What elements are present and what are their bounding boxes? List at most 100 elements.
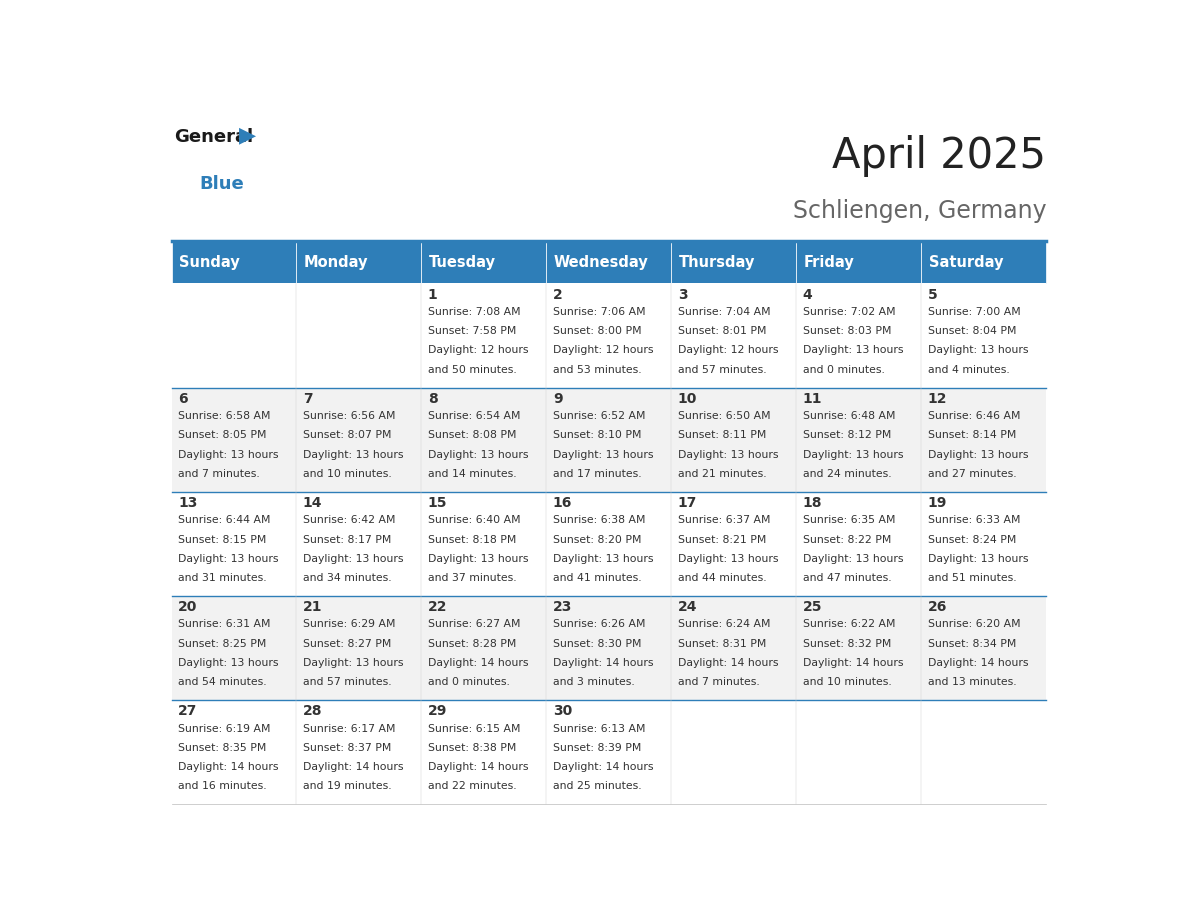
Text: and 53 minutes.: and 53 minutes. [552,364,642,375]
Text: and 24 minutes.: and 24 minutes. [803,469,891,479]
Text: Sunrise: 6:50 AM: Sunrise: 6:50 AM [678,411,770,421]
Text: Daylight: 12 hours: Daylight: 12 hours [552,345,653,355]
Text: Sunday: Sunday [179,254,240,270]
Bar [546,700,671,804]
Bar [921,596,1047,700]
Text: Sunset: 8:20 PM: Sunset: 8:20 PM [552,534,642,544]
Text: Monday: Monday [304,254,368,270]
Text: Tuesday: Tuesday [429,254,495,270]
Text: Sunrise: 6:38 AM: Sunrise: 6:38 AM [552,515,645,525]
Bar [297,492,422,596]
Text: 22: 22 [428,600,448,614]
Text: Daylight: 14 hours: Daylight: 14 hours [552,762,653,772]
Bar [422,492,546,596]
Text: Friday: Friday [803,254,854,270]
Text: 19: 19 [928,496,947,510]
Text: Daylight: 14 hours: Daylight: 14 hours [428,658,529,668]
Text: Sunrise: 7:08 AM: Sunrise: 7:08 AM [428,307,520,317]
Text: April 2025: April 2025 [832,135,1047,177]
Text: 25: 25 [803,600,822,614]
Text: 7: 7 [303,392,312,406]
Text: 3: 3 [678,287,688,302]
Text: 23: 23 [552,600,573,614]
Text: 20: 20 [178,600,197,614]
Text: Sunrise: 6:13 AM: Sunrise: 6:13 AM [552,723,645,733]
Text: and 54 minutes.: and 54 minutes. [178,677,266,688]
Text: Daylight: 13 hours: Daylight: 13 hours [552,554,653,564]
Text: Sunset: 8:11 PM: Sunset: 8:11 PM [678,431,766,441]
Text: 14: 14 [303,496,322,510]
Text: Sunrise: 7:04 AM: Sunrise: 7:04 AM [678,307,770,317]
Text: and 51 minutes.: and 51 minutes. [928,573,1016,583]
Text: Sunrise: 6:42 AM: Sunrise: 6:42 AM [303,515,396,525]
Text: Daylight: 13 hours: Daylight: 13 hours [803,554,903,564]
Text: 29: 29 [428,704,447,719]
Text: and 13 minutes.: and 13 minutes. [928,677,1016,688]
Bar [297,700,422,804]
Text: Sunset: 8:00 PM: Sunset: 8:00 PM [552,326,642,336]
Text: Daylight: 12 hours: Daylight: 12 hours [678,345,778,355]
Bar [546,596,671,700]
Text: Saturday: Saturday [929,254,1003,270]
Text: and 16 minutes.: and 16 minutes. [178,781,266,791]
Text: and 34 minutes.: and 34 minutes. [303,573,392,583]
Text: and 19 minutes.: and 19 minutes. [303,781,392,791]
Text: Sunrise: 6:31 AM: Sunrise: 6:31 AM [178,620,271,630]
Text: and 10 minutes.: and 10 minutes. [803,677,891,688]
Bar [671,387,796,492]
Text: and 57 minutes.: and 57 minutes. [678,364,766,375]
Bar [921,284,1047,387]
Text: Sunrise: 6:54 AM: Sunrise: 6:54 AM [428,411,520,421]
Text: Sunrise: 6:24 AM: Sunrise: 6:24 AM [678,620,770,630]
Bar [921,492,1047,596]
Bar [921,387,1047,492]
Text: Sunset: 8:35 PM: Sunset: 8:35 PM [178,743,266,753]
Text: and 41 minutes.: and 41 minutes. [552,573,642,583]
Text: 27: 27 [178,704,197,719]
Text: 2: 2 [552,287,563,302]
Text: 11: 11 [803,392,822,406]
Text: Daylight: 12 hours: Daylight: 12 hours [428,345,529,355]
Text: 12: 12 [928,392,947,406]
Text: Daylight: 13 hours: Daylight: 13 hours [678,554,778,564]
Text: Daylight: 13 hours: Daylight: 13 hours [428,554,529,564]
Bar [671,596,796,700]
Text: Sunrise: 6:48 AM: Sunrise: 6:48 AM [803,411,896,421]
Text: Sunrise: 6:40 AM: Sunrise: 6:40 AM [428,515,520,525]
Text: and 17 minutes.: and 17 minutes. [552,469,642,479]
Text: Daylight: 13 hours: Daylight: 13 hours [178,450,278,460]
Text: Daylight: 13 hours: Daylight: 13 hours [928,554,1028,564]
Bar [422,241,546,284]
Bar [796,596,921,700]
Text: Daylight: 13 hours: Daylight: 13 hours [178,554,278,564]
Text: Sunset: 8:27 PM: Sunset: 8:27 PM [303,639,391,649]
Bar [171,596,297,700]
Text: Daylight: 13 hours: Daylight: 13 hours [803,345,903,355]
Bar [171,284,297,387]
Text: 6: 6 [178,392,188,406]
Text: Sunset: 8:08 PM: Sunset: 8:08 PM [428,431,517,441]
Text: Sunset: 8:28 PM: Sunset: 8:28 PM [428,639,517,649]
Bar [171,387,297,492]
Text: Sunrise: 7:00 AM: Sunrise: 7:00 AM [928,307,1020,317]
Text: Daylight: 13 hours: Daylight: 13 hours [303,658,404,668]
Text: Daylight: 14 hours: Daylight: 14 hours [928,658,1028,668]
Bar [546,284,671,387]
Text: Sunrise: 6:22 AM: Sunrise: 6:22 AM [803,620,896,630]
Text: Sunrise: 6:26 AM: Sunrise: 6:26 AM [552,620,645,630]
Text: 26: 26 [928,600,947,614]
Text: 15: 15 [428,496,448,510]
Text: 8: 8 [428,392,437,406]
Text: Daylight: 14 hours: Daylight: 14 hours [428,762,529,772]
Text: Daylight: 13 hours: Daylight: 13 hours [803,450,903,460]
Bar [671,492,796,596]
Text: Sunrise: 6:33 AM: Sunrise: 6:33 AM [928,515,1020,525]
Text: and 7 minutes.: and 7 minutes. [178,469,260,479]
Text: Sunrise: 6:17 AM: Sunrise: 6:17 AM [303,723,396,733]
Text: 18: 18 [803,496,822,510]
Text: Wednesday: Wednesday [554,254,649,270]
Text: and 0 minutes.: and 0 minutes. [428,677,510,688]
Text: and 10 minutes.: and 10 minutes. [303,469,392,479]
Text: and 21 minutes.: and 21 minutes. [678,469,766,479]
Text: Sunset: 8:37 PM: Sunset: 8:37 PM [303,743,391,753]
